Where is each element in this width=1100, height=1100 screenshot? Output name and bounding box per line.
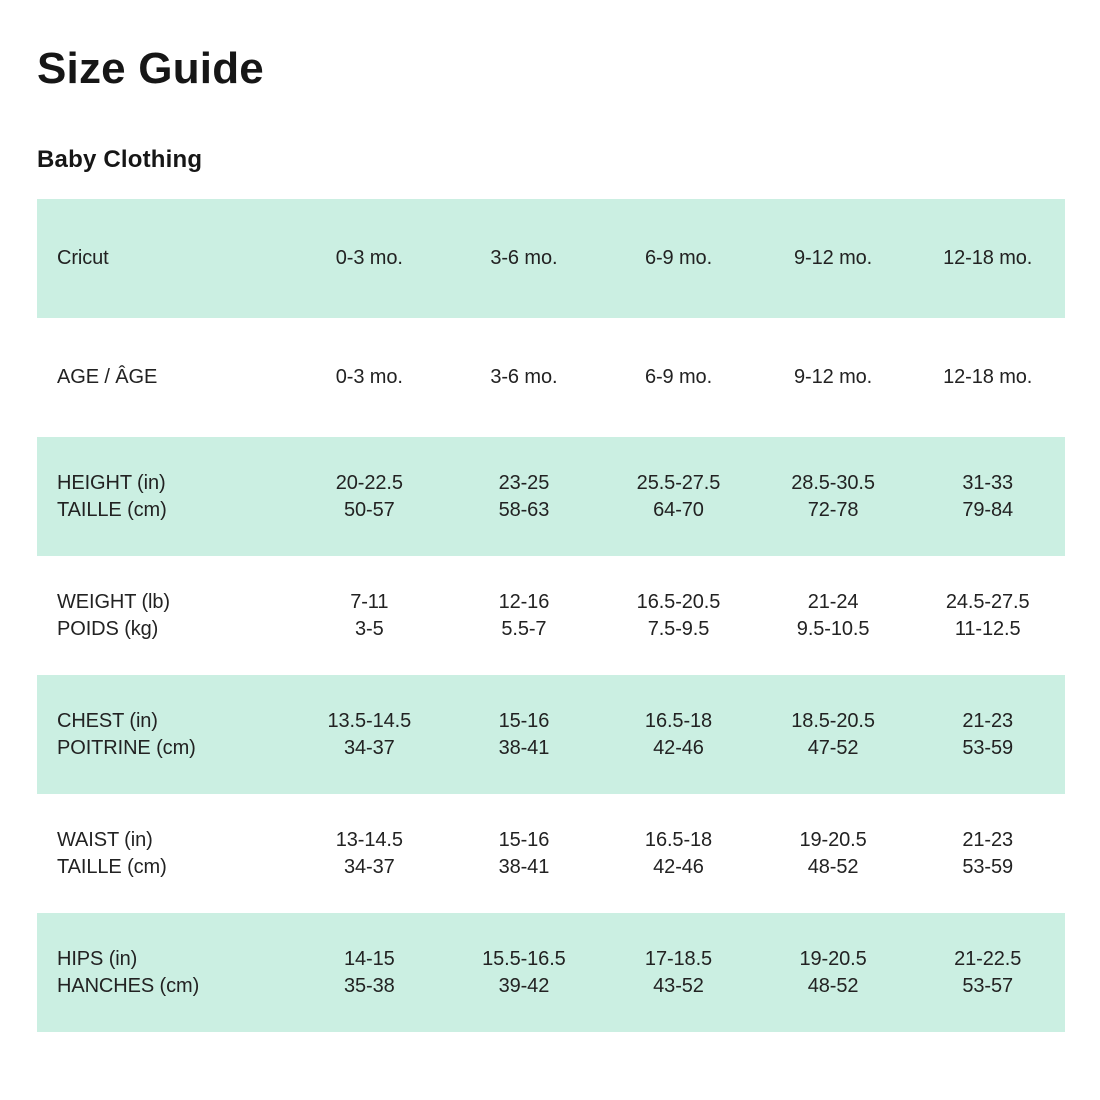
cell-value: 13-14.5 34-37 (335, 828, 403, 878)
row-label: HEIGHT (in) TAILLE (cm) (57, 471, 167, 521)
table-row-sizes-header: Cricut 0-3 mo. 3-6 mo. 6-9 mo. 9-12 mo. … (37, 199, 1065, 319)
cell-value: 15-16 38-41 (498, 828, 550, 878)
cell-value: 15-16 38-41 (498, 709, 550, 759)
size-column-header: 12-18 mo. (943, 247, 1033, 270)
cell-value: 20-22.5 50-57 (335, 471, 403, 521)
row-label: WEIGHT (lb) POIDS (kg) (57, 590, 170, 640)
row-label: WAIST (in) TAILLE (cm) (57, 828, 167, 878)
cell-value: 16.5-18 42-46 (644, 709, 713, 759)
cell-value: 17-18.5 43-52 (644, 947, 713, 997)
cell-value: 12-16 5.5-7 (498, 590, 550, 640)
row-label: HIPS (in) HANCHES (cm) (57, 947, 200, 997)
size-column-header: 0-3 mo. (335, 247, 403, 270)
cell-value: 16.5-20.5 7.5-9.5 (636, 590, 721, 640)
table-row-height: HEIGHT (in) TAILLE (cm) 20-22.5 50-57 23-2… (37, 437, 1065, 557)
table-row-hips: HIPS (in) HANCHES (cm) 14-15 35-38 15.5-16… (37, 913, 1065, 1033)
cell-value: 15.5-16.5 39-42 (482, 947, 566, 997)
cell-value: 23-25 58-63 (498, 471, 550, 521)
cell-value: 21-22.5 53-57 (954, 947, 1022, 997)
row-label: CHEST (in) POITRINE (cm) (57, 709, 196, 759)
cell-value: 3-6 mo. (490, 366, 558, 389)
cell-value: 13.5-14.5 34-37 (327, 709, 412, 759)
cell-value: 7-11 3-5 (350, 590, 389, 640)
cell-value: 19-20.5 48-52 (799, 947, 867, 997)
section-title-baby-clothing: Baby Clothing (37, 146, 203, 174)
cell-value: 19-20.5 48-52 (799, 828, 867, 878)
cell-value: 21-23 53-59 (962, 828, 1014, 878)
cell-value: 16.5-18 42-46 (644, 828, 713, 878)
cell-value: 14-15 35-38 (343, 947, 395, 997)
row-label: AGE / ÂGE (57, 366, 158, 389)
cell-value: 25.5-27.5 64-70 (636, 471, 721, 521)
cell-value: 21-23 53-59 (962, 709, 1014, 759)
cell-value: 31-33 79-84 (962, 471, 1014, 521)
table-row-weight: WEIGHT (lb) POIDS (kg) 7-11 3-5 12-16 5.5-7… (37, 556, 1065, 676)
cell-value: 28.5-30.5 72-78 (791, 471, 875, 521)
size-table: Cricut 0-3 mo. 3-6 mo. 6-9 mo. 9-12 mo. … (37, 199, 1065, 1033)
page-title: Size Guide (37, 44, 264, 93)
cell-value: 24.5-27.5 11-12.5 (945, 590, 1030, 640)
cell-value: 12-18 mo. (943, 366, 1033, 389)
cell-value: 6-9 mo. (644, 366, 713, 389)
cell-value: 21-24 9.5-10.5 (796, 590, 870, 640)
cell-value: 0-3 mo. (335, 366, 403, 389)
table-row-chest: CHEST (in) POITRINE (cm) 13.5-14.5 34-37 1… (37, 675, 1065, 795)
table-row-age: AGE / ÂGE 0-3 mo. 3-6 mo. 6-9 mo. 9-12 m… (37, 318, 1065, 438)
brand-label: Cricut (57, 247, 109, 270)
table-row-waist: WAIST (in) TAILLE (cm) 13-14.5 34-37 15-16… (37, 794, 1065, 914)
cell-value: 18.5-20.5 47-52 (791, 709, 875, 759)
cell-value: 9-12 mo. (794, 366, 873, 389)
size-column-header: 3-6 mo. (490, 247, 558, 270)
size-column-header: 6-9 mo. (644, 247, 713, 270)
size-column-header: 9-12 mo. (794, 247, 873, 270)
